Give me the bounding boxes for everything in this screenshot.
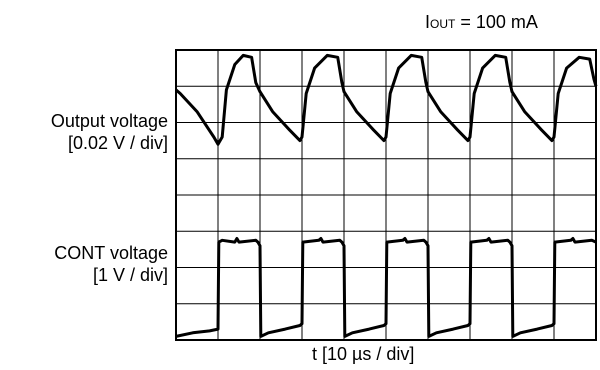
iout-annotation-subscript: OUT bbox=[430, 17, 456, 31]
output-voltage-label: Output voltage [0.02 V / div] bbox=[51, 110, 168, 154]
iout-annotation-rest: = 100 mA bbox=[455, 12, 538, 32]
cont-voltage-label-line1: CONT voltage bbox=[54, 243, 168, 263]
output-voltage-trace bbox=[175, 53, 598, 146]
iout-annotation-main: I bbox=[425, 12, 431, 32]
iout-annotation: IOUT = 100 mA bbox=[425, 11, 538, 35]
x-axis-label: t [10 µs / div] bbox=[312, 344, 415, 364]
cont-voltage-trace bbox=[175, 237, 597, 338]
output-voltage-label-line2: [0.02 V / div] bbox=[67, 133, 168, 153]
cont-voltage-label-line2: [1 V / div] bbox=[92, 265, 168, 285]
scope-traces bbox=[175, 53, 598, 338]
cont-voltage-label: CONT voltage [1 V / div] bbox=[54, 242, 168, 286]
scope-frame bbox=[175, 49, 597, 341]
output-voltage-label-line1: Output voltage bbox=[50, 111, 168, 131]
